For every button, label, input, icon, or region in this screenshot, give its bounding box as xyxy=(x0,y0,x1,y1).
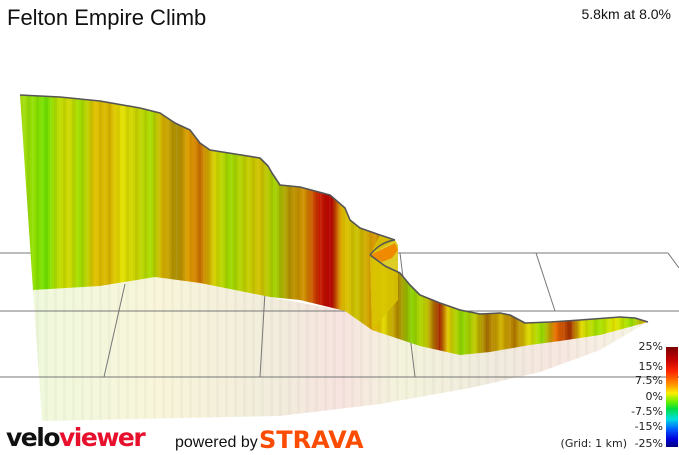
logo-viewer-text: viewer xyxy=(59,423,146,452)
climb-title: Felton Empire Climb xyxy=(7,5,207,30)
climb-summary: 5.8km at 8.0% xyxy=(581,6,672,22)
veloviewer-logo[interactable]: veloviewer xyxy=(6,423,146,452)
grid-lines xyxy=(0,252,679,378)
legend-label: -25% xyxy=(634,437,663,450)
gradient-color-scale xyxy=(666,347,678,447)
grid-scale-note: (Grid: 1 km) xyxy=(560,437,627,450)
logo-velo-text: velo xyxy=(6,423,61,452)
legend-label: 0% xyxy=(645,390,663,403)
strava-logo[interactable]: STRAVA xyxy=(259,426,364,454)
legend-label: 15% xyxy=(638,360,663,373)
legend-label: -7.5% xyxy=(631,405,663,418)
legend-label: 25% xyxy=(638,340,663,353)
profile-outline xyxy=(19,94,649,324)
legend-label: -15% xyxy=(634,420,663,433)
legend-label: 7.5% xyxy=(635,374,663,387)
powered-by-text: powered by xyxy=(175,434,258,451)
